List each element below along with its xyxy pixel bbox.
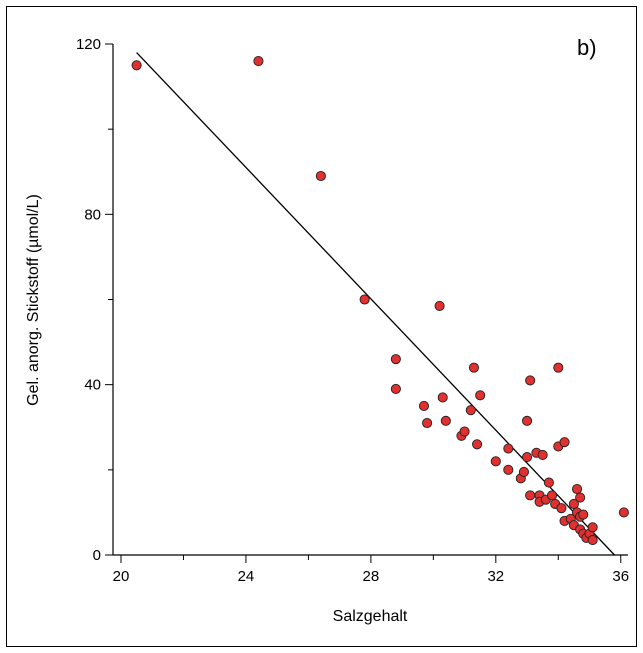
data-point [315,170,326,182]
data-point [518,466,529,478]
y-axis-label: Gel. anorg. Stickstoff (µmol/L) [25,194,42,406]
y-tick-label: 40 [84,377,101,394]
regression-line-group [136,52,615,556]
data-point [503,443,514,454]
data-point [390,354,401,365]
x-tick-label: 32 [487,568,504,585]
x-tick-label: 36 [612,568,629,585]
data-point [434,300,445,311]
data-point [503,464,514,475]
data-point [459,426,470,437]
data-point [537,449,548,460]
x-tick-label: 24 [238,568,255,585]
x-tick-label: 20 [113,568,130,585]
data-point [422,417,433,429]
data-point [472,439,483,450]
x-tick-label: 28 [363,568,380,585]
data-point [521,415,533,426]
data-point [571,483,583,495]
data-point [465,405,476,416]
data-point [418,400,430,412]
y-tick-label: 80 [84,206,101,223]
data-point [559,437,570,448]
data-point [587,522,598,533]
data-point [390,383,401,394]
regression-line [136,52,615,556]
x-axis-label: Salzgehalt [333,608,408,625]
axis-ticks: 0 40 80 120 20 24 28 32 36 [76,36,629,585]
y-tick-label: 0 [93,547,101,564]
data-point [253,55,264,67]
data-point [546,490,558,501]
data-point [440,415,451,426]
data-point [543,477,554,488]
data-points [131,55,629,546]
data-point [521,452,533,463]
data-point [556,503,567,514]
panel-label: b) [577,35,597,60]
data-point [490,456,501,467]
data-point [575,492,586,503]
chart-frame [6,6,637,647]
data-point [553,362,564,373]
data-point [437,392,448,403]
data-point [525,490,536,501]
data-point [618,507,629,518]
data-point [475,390,486,401]
data-point [359,294,370,305]
data-point [525,375,536,386]
data-point [131,60,142,71]
data-point [468,362,480,373]
data-point [587,535,598,546]
y-tick-label: 120 [76,36,101,53]
data-point [578,509,589,520]
